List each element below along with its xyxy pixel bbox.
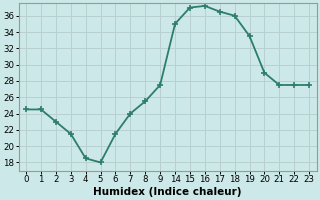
X-axis label: Humidex (Indice chaleur): Humidex (Indice chaleur)	[93, 187, 242, 197]
